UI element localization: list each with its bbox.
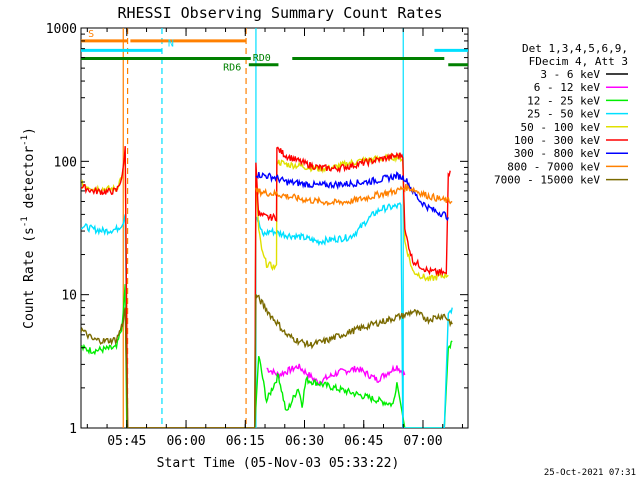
state-bar-label: RD0	[253, 53, 271, 64]
legend-label: 800 - 7000 keV	[507, 160, 600, 173]
series-line	[255, 183, 453, 207]
legend-label: 6 - 12 keV	[534, 81, 601, 94]
series-line	[81, 152, 449, 428]
legend-label: 12 - 25 keV	[527, 94, 600, 107]
series-line	[266, 363, 406, 387]
state-bar-label: N	[168, 38, 174, 49]
legend-header: FDecim 4, Att 3	[529, 55, 628, 68]
y-tick-label: 100	[54, 155, 77, 170]
y-tick-label: 1000	[46, 22, 77, 37]
series-line	[81, 284, 453, 428]
legend-label: 50 - 100 keV	[521, 121, 601, 134]
legend: Det 1,3,4,5,6,9,FDecim 4, Att 33 - 6 keV…	[494, 42, 628, 187]
x-tick-label: 06:00	[166, 434, 205, 449]
x-tick-label: 05:45	[107, 434, 146, 449]
timestamp: 25-Oct-2021 07:31	[544, 468, 636, 478]
legend-label: 100 - 300 keV	[514, 134, 600, 147]
state-bar-label: RD6	[223, 63, 241, 74]
series-line	[81, 294, 453, 428]
legend-label: 300 - 800 keV	[514, 147, 600, 160]
legend-label: 25 - 50 keV	[527, 108, 600, 121]
x-tick-label: 06:45	[344, 434, 383, 449]
legend-label: 7000 - 15000 keV	[494, 174, 600, 187]
chart-title: RHESSI Observing Summary Count Rates	[117, 4, 442, 22]
x-axis-label: Start Time (05-Nov-03 05:33:22)	[157, 456, 400, 471]
legend-label: 3 - 6 keV	[540, 68, 600, 81]
x-tick-label: 06:15	[226, 434, 265, 449]
legend-header: Det 1,3,4,5,6,9,	[522, 42, 628, 55]
y-axis-label: Count Rate (s-1 detector-1)	[20, 127, 37, 329]
y-tick-label: 10	[61, 289, 77, 304]
state-bar-label: S	[88, 29, 94, 40]
x-tick-label: 06:30	[285, 434, 324, 449]
series-line	[81, 146, 451, 428]
x-tick-label: 07:00	[403, 434, 442, 449]
series-line	[255, 171, 449, 222]
y-tick-label: 1	[69, 422, 77, 437]
series-line	[81, 201, 453, 428]
plot-frame	[80, 27, 469, 429]
